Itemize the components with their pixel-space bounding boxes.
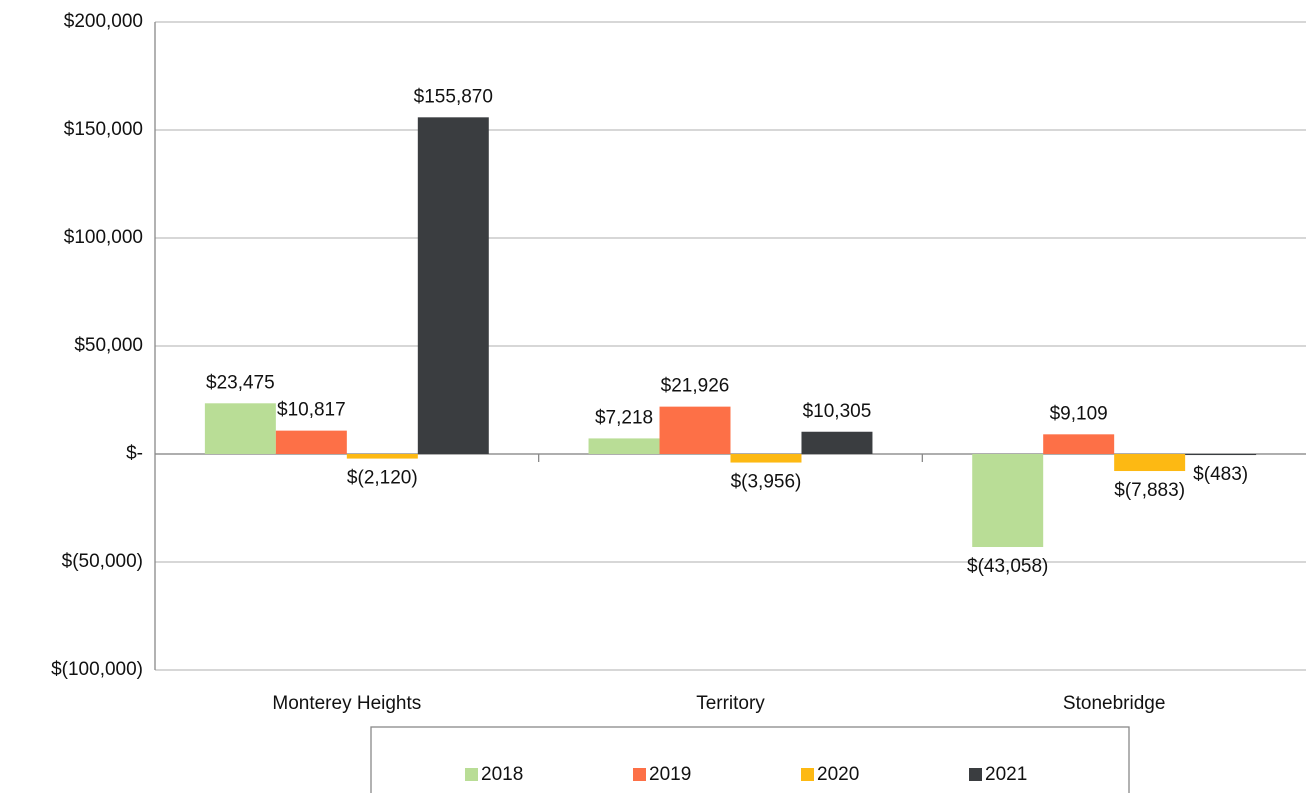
x-tick-label: Stonebridge xyxy=(1063,693,1165,714)
legend-swatch xyxy=(969,768,982,781)
bar xyxy=(346,454,418,459)
legend-swatch xyxy=(633,768,646,781)
data-label: $7,218 xyxy=(595,407,653,428)
bar xyxy=(659,406,731,454)
data-label: $(43,058) xyxy=(967,556,1048,577)
data-label: $(3,956) xyxy=(731,472,802,493)
data-label: $155,870 xyxy=(414,86,493,107)
y-tick-label: $50,000 xyxy=(74,335,143,356)
bar xyxy=(588,438,660,454)
data-label: $(483) xyxy=(1193,464,1248,485)
bar xyxy=(801,431,873,454)
x-tick-label: Territory xyxy=(696,693,765,714)
y-tick-label: $200,000 xyxy=(64,11,143,32)
data-label: $21,926 xyxy=(661,376,730,397)
y-tick-label: $- xyxy=(126,443,143,464)
bar xyxy=(1043,434,1115,454)
data-label: $(2,120) xyxy=(347,468,418,489)
data-label: $10,817 xyxy=(277,400,346,421)
data-label: $9,109 xyxy=(1050,403,1108,424)
x-tick-label: Monterey Heights xyxy=(272,693,421,714)
bar xyxy=(730,454,802,463)
y-tick-label: $100,000 xyxy=(64,227,143,248)
legend-swatch xyxy=(465,768,478,781)
legend-label: 2021 xyxy=(985,764,1027,785)
data-label: $23,475 xyxy=(206,372,275,393)
legend-label: 2019 xyxy=(649,764,691,785)
bar xyxy=(417,117,489,454)
y-tick-label: $(100,000) xyxy=(51,659,143,680)
bar xyxy=(1185,454,1257,456)
y-tick-label: $150,000 xyxy=(64,119,143,140)
bar xyxy=(972,454,1044,548)
legend-label: 2020 xyxy=(817,764,859,785)
legend-swatch xyxy=(801,768,814,781)
bar xyxy=(204,403,276,454)
bar xyxy=(275,430,347,454)
legend-label: 2018 xyxy=(481,764,523,785)
data-label: $10,305 xyxy=(803,401,872,422)
y-tick-label: $(50,000) xyxy=(62,551,143,572)
bar xyxy=(1114,454,1186,472)
legend-box xyxy=(370,726,1130,793)
data-label: $(7,883) xyxy=(1114,480,1185,501)
